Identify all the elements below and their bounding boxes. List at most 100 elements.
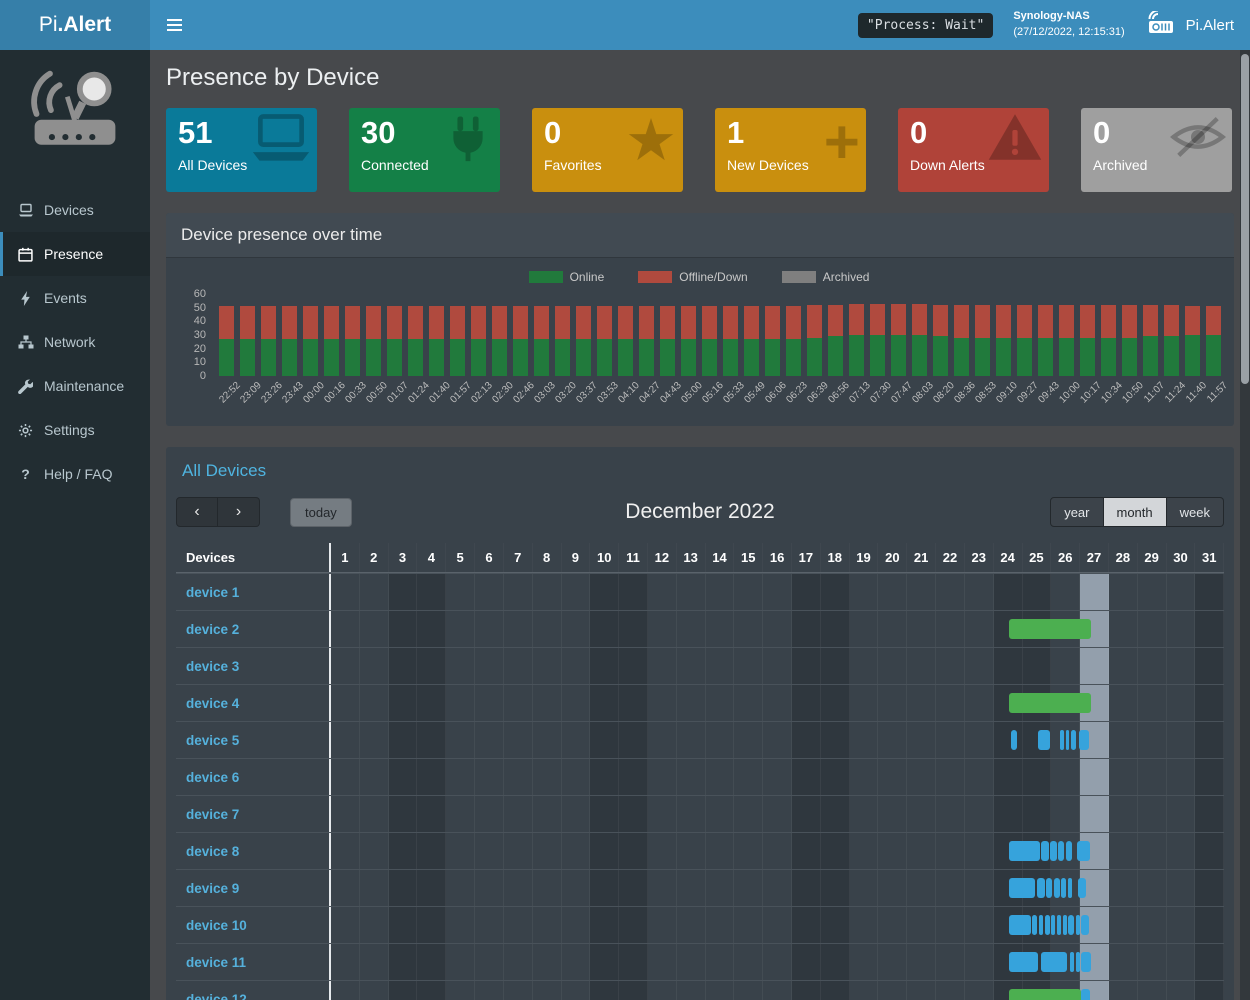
presence-segment-blue[interactable] <box>1077 878 1087 898</box>
day-cell <box>1138 981 1167 1000</box>
presence-segment-blue[interactable] <box>1009 952 1039 972</box>
presence-segment-blue[interactable] <box>1032 915 1037 935</box>
scrollbar-thumb[interactable] <box>1241 54 1249 384</box>
sidebar-item-help-faq[interactable]: ? Help / FAQ <box>0 452 150 496</box>
bar-segment-offline <box>1101 304 1116 338</box>
calendar-view-year-button[interactable]: year <box>1050 497 1104 527</box>
device-link[interactable]: device 6 <box>186 769 240 785</box>
day-cell <box>619 944 648 980</box>
calendar-view-month-button[interactable]: month <box>1103 497 1167 527</box>
presence-segment-blue[interactable] <box>1010 730 1018 750</box>
presence-segment-blue[interactable] <box>1075 952 1080 972</box>
day-cell <box>677 981 706 1000</box>
presence-segment-green[interactable] <box>1009 989 1082 1000</box>
stat-card-new-devices[interactable]: 1 New Devices + <box>715 108 866 192</box>
device-link[interactable]: device 2 <box>186 621 240 637</box>
presence-segment-blue[interactable] <box>1067 878 1072 898</box>
day-cell <box>417 611 447 647</box>
device-link[interactable]: device 11 <box>186 954 247 970</box>
presence-segment-blue[interactable] <box>1041 841 1049 861</box>
presence-segment-blue[interactable] <box>1059 730 1065 750</box>
presence-segment-blue[interactable] <box>1046 878 1052 898</box>
day-cell <box>331 611 360 647</box>
presence-segment-blue[interactable] <box>1081 952 1092 972</box>
day-cell <box>878 648 908 684</box>
presence-segment-blue[interactable] <box>1009 878 1036 898</box>
presence-segment-blue[interactable] <box>1050 841 1057 861</box>
presence-segment-blue[interactable] <box>1056 915 1062 935</box>
bar-segment-offline <box>807 304 822 338</box>
eye-slash-icon <box>1169 112 1227 168</box>
presence-segment-blue[interactable] <box>1068 915 1075 935</box>
presence-segment-blue[interactable] <box>1058 841 1065 861</box>
day-cell <box>734 944 764 980</box>
sidebar-toggle-button[interactable] <box>150 0 198 50</box>
presence-segment-blue[interactable] <box>1065 730 1070 750</box>
device-link[interactable]: device 7 <box>186 806 240 822</box>
presence-segment-blue[interactable] <box>1039 915 1044 935</box>
sidebar-item-devices[interactable]: Devices <box>0 188 150 232</box>
presence-segment-blue[interactable] <box>1075 915 1080 935</box>
day-cell <box>1195 685 1225 721</box>
presence-segment-blue[interactable] <box>1065 841 1072 861</box>
device-link[interactable]: device 5 <box>186 732 240 748</box>
calendar-prev-button[interactable]: ‹ <box>176 497 218 527</box>
presence-segment-blue[interactable] <box>1038 730 1050 750</box>
calendar-next-button[interactable]: › <box>218 497 260 527</box>
day-cell <box>562 870 591 906</box>
presence-segment-blue[interactable] <box>1054 878 1060 898</box>
day-cell <box>1167 648 1196 684</box>
presence-segment-blue[interactable] <box>1051 915 1056 935</box>
day-cell <box>763 611 792 647</box>
day-cell <box>446 870 476 906</box>
device-link[interactable]: device 10 <box>186 917 247 933</box>
device-link[interactable]: device 4 <box>186 695 240 711</box>
calendar-view-week-button[interactable]: week <box>1166 497 1224 527</box>
stat-card-all-devices[interactable]: 51 All Devices <box>166 108 317 192</box>
presence-segment-blue[interactable] <box>1044 915 1050 935</box>
presence-segment-blue[interactable] <box>1070 730 1077 750</box>
presence-segment-blue[interactable] <box>1078 730 1089 750</box>
device-link[interactable]: device 8 <box>186 843 240 859</box>
sidebar-item-network[interactable]: Network <box>0 320 150 364</box>
presence-segment-green[interactable] <box>1009 619 1092 639</box>
stat-card-archived[interactable]: 0 Archived <box>1081 108 1232 192</box>
day-header-cell: 18 <box>821 543 850 572</box>
day-cell <box>360 833 389 869</box>
calendar-today-button[interactable]: today <box>290 497 352 527</box>
presence-segment-blue[interactable] <box>1081 915 1089 935</box>
day-cell <box>792 833 821 869</box>
presence-segment-green[interactable] <box>1009 693 1092 713</box>
day-area <box>331 722 1225 758</box>
day-cell <box>388 574 418 610</box>
device-link[interactable]: device 9 <box>186 880 240 896</box>
day-cell <box>734 722 764 758</box>
day-cell <box>965 648 994 684</box>
bar-segment-offline <box>702 306 717 340</box>
presence-segment-blue[interactable] <box>1069 952 1075 972</box>
presence-segment-blue[interactable] <box>1041 952 1067 972</box>
sidebar-item-events[interactable]: Events <box>0 276 150 320</box>
presence-segment-blue[interactable] <box>1077 841 1091 861</box>
day-cell <box>504 796 533 832</box>
presence-segment-blue[interactable] <box>1009 841 1040 861</box>
sidebar-item-settings[interactable]: Settings <box>0 408 150 452</box>
presence-segment-blue[interactable] <box>1036 878 1045 898</box>
stat-card-favorites[interactable]: 0 Favorites ★ <box>532 108 683 192</box>
stat-card-connected[interactable]: 30 Connected <box>349 108 500 192</box>
app-logo[interactable]: Pi .Alert <box>0 0 150 50</box>
vertical-scrollbar[interactable] <box>1240 50 1250 1000</box>
presence-segment-blue[interactable] <box>1081 989 1091 1000</box>
sidebar-item-maintenance[interactable]: Maintenance <box>0 364 150 408</box>
presence-segment-blue[interactable] <box>1062 915 1067 935</box>
device-link[interactable]: device 12 <box>186 991 247 1000</box>
day-cell <box>677 833 706 869</box>
sidebar-item-presence[interactable]: Presence <box>0 232 150 276</box>
presence-segment-blue[interactable] <box>1061 878 1067 898</box>
stat-card-down-alerts[interactable]: 0 Down Alerts <box>898 108 1049 192</box>
nas-brand[interactable]: Pi.Alert <box>1145 9 1234 39</box>
day-cell <box>878 944 908 980</box>
presence-segment-blue[interactable] <box>1009 915 1031 935</box>
device-link[interactable]: device 3 <box>186 658 240 674</box>
device-link[interactable]: device 1 <box>186 584 240 600</box>
